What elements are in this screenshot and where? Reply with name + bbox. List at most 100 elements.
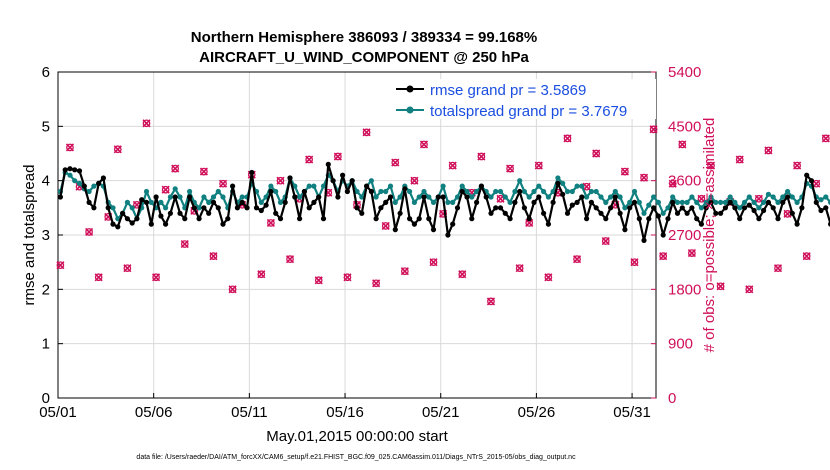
obs-possible-marker <box>161 185 170 194</box>
obs-point-60 <box>630 258 639 267</box>
rmse-point-58 <box>335 194 341 200</box>
left-tick-label-6: 6 <box>42 64 50 81</box>
spread-point-29 <box>196 205 202 211</box>
obs-point-1 <box>65 143 75 152</box>
spread-point-22 <box>163 205 169 211</box>
obs-possible-marker <box>123 264 132 273</box>
spread-point-44 <box>268 183 274 189</box>
rmse-point-61 <box>349 178 355 184</box>
spread-point-120 <box>631 188 638 195</box>
rmse-point-146 <box>756 216 762 222</box>
rmse-point-116 <box>612 194 618 200</box>
rmse-point-147 <box>761 207 767 214</box>
obs-assimilated-marker <box>486 297 496 306</box>
rmse-point-119 <box>627 205 633 211</box>
obs-point-64 <box>668 179 677 188</box>
rmse-point-66 <box>373 216 379 222</box>
right-axis-ticks: 0 900 1800 2700 3600 4500 5400 <box>651 64 701 407</box>
spread-point-99 <box>531 188 537 195</box>
obs-point-34 <box>381 221 390 231</box>
rmse-point-44 <box>268 188 274 195</box>
rmse-point-27 <box>187 194 193 200</box>
obs-possible-marker <box>821 134 830 143</box>
rmse-point-45 <box>273 210 279 216</box>
obs-point-47 <box>506 164 515 173</box>
spread-point-53 <box>311 183 317 189</box>
obs-assimilated-marker <box>659 252 668 261</box>
obs-assimilated-marker <box>716 282 725 291</box>
spread-point-128 <box>670 194 676 200</box>
spread-point-109 <box>579 183 585 189</box>
right-tick-label-6: 5400 <box>668 64 701 81</box>
spread-point-95 <box>512 188 518 195</box>
obs-assimilated-marker <box>448 161 457 170</box>
chart-title-line2: AIRCRAFT_U_WIND_COMPONENT @ 250 hPa <box>199 49 529 66</box>
obs-point-35 <box>391 158 400 167</box>
obs-possible-marker <box>448 161 457 170</box>
rmse-point-79 <box>435 194 441 200</box>
obs-assimilated-marker <box>582 182 591 191</box>
spread-point-91 <box>493 188 499 195</box>
obs-point-61 <box>639 173 649 182</box>
spread-point-68 <box>383 188 389 195</box>
spread-point-7 <box>91 183 97 189</box>
spread-point-3 <box>72 178 78 184</box>
obs-assimilated-marker <box>649 125 658 134</box>
rmse-point-112 <box>593 205 599 211</box>
obs-point-36 <box>400 267 409 276</box>
spread-point-66 <box>373 194 379 200</box>
spread-point-38 <box>239 194 245 200</box>
rmse-point-39 <box>244 205 250 211</box>
rmse-point-60 <box>344 188 350 195</box>
rmse-point-16 <box>134 216 140 222</box>
obs-assimilated-marker <box>56 261 65 270</box>
obs-possible-marker <box>171 164 180 173</box>
left-axis-ticks: 0 1 2 3 4 5 6 <box>42 64 63 407</box>
obs-assimilated-marker <box>525 218 534 227</box>
rmse-point-115 <box>608 205 614 211</box>
obs-point-18 <box>228 285 237 294</box>
obs-possible-marker <box>429 258 438 267</box>
spread-point-74 <box>411 199 417 205</box>
rmse-point-31 <box>206 210 212 216</box>
spread-point-126 <box>660 210 666 216</box>
rmse-point-109 <box>579 194 585 200</box>
obs-assimilated-marker <box>85 227 94 237</box>
rmse-point-54 <box>316 194 322 200</box>
rmse-point-141 <box>732 205 738 211</box>
obs-point-59 <box>620 167 629 176</box>
rmse-point-3 <box>72 167 78 173</box>
rmse-point-64 <box>364 183 370 189</box>
spread-point-110 <box>584 194 590 200</box>
rmse-point-91 <box>493 205 499 211</box>
obs-point-39 <box>429 258 438 267</box>
rmse-point-34 <box>220 221 226 227</box>
spread-point-140 <box>727 194 733 200</box>
rmse-point-18 <box>143 199 150 205</box>
rmse-point-139 <box>722 205 729 211</box>
spread-point-50 <box>297 194 303 200</box>
rmse-point-0 <box>57 194 64 200</box>
obs-assimilated-marker <box>391 158 400 167</box>
obs-assimilated-marker <box>429 258 438 267</box>
rmse-point-108 <box>574 199 580 205</box>
rmse-point-72 <box>402 186 408 192</box>
rmse-point-41 <box>253 205 260 211</box>
rmse-point-121 <box>636 216 642 222</box>
rmse-point-75 <box>416 216 422 222</box>
obs-point-13 <box>180 239 189 249</box>
obs-point-24 <box>285 255 295 264</box>
rmse-point-83 <box>454 205 461 211</box>
obs-assimilated-marker <box>754 194 763 203</box>
spread-point-159 <box>818 197 824 203</box>
obs-point-72 <box>745 285 754 294</box>
rmse-point-155 <box>799 205 805 211</box>
spread-point-134 <box>698 205 705 211</box>
rmse-point-76 <box>421 194 427 200</box>
rmse-point-53 <box>311 199 317 205</box>
obs-point-9 <box>142 119 151 128</box>
obs-assimilated-marker <box>515 264 524 273</box>
obs-point-53 <box>563 134 572 143</box>
spread-point-71 <box>397 194 403 200</box>
obs-point-42 <box>458 270 467 279</box>
